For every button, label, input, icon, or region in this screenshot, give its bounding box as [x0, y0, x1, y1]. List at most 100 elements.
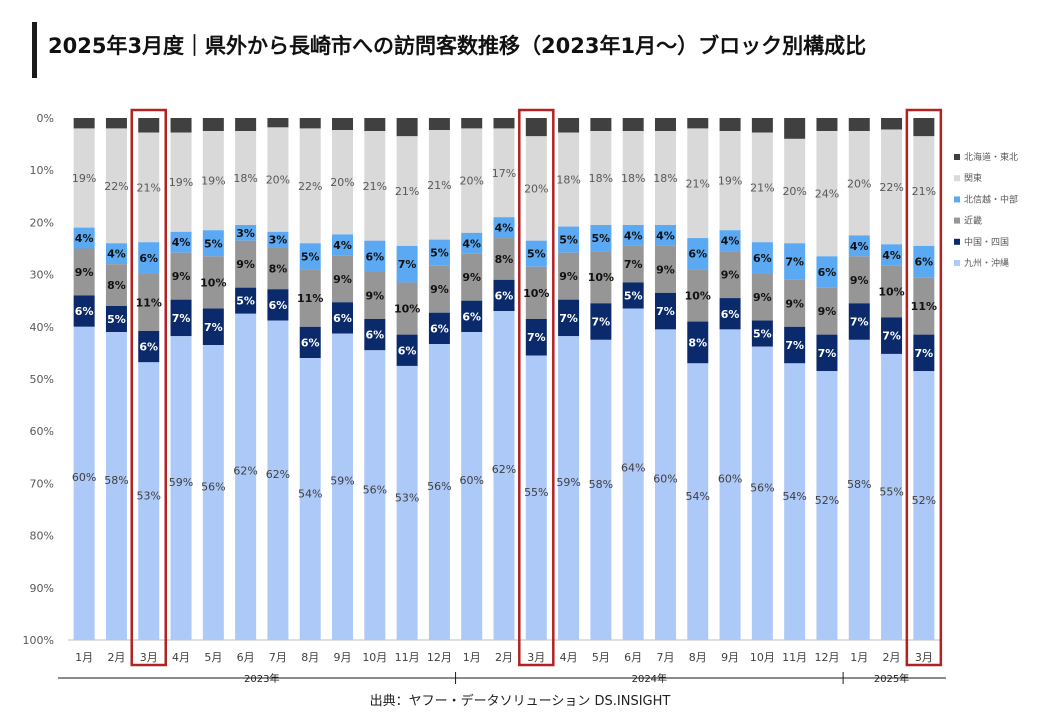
bar-segment — [461, 232, 483, 254]
bar-segment — [784, 363, 806, 640]
legend-label: 北海道・東北 — [964, 151, 1018, 163]
data-label: 3% — [236, 227, 255, 240]
bar-segment — [493, 279, 515, 312]
data-label: 7% — [527, 331, 546, 344]
year-label: 2023年 — [244, 672, 279, 685]
chart-title: 2025年3月度｜県外から長崎市への訪問客数推移（2023年1月〜）ブロック別構… — [48, 34, 867, 58]
data-label: 22% — [104, 180, 128, 193]
bar-segment — [751, 346, 773, 640]
bar-segment — [881, 244, 903, 266]
x-tick-label: 1月 — [75, 651, 93, 664]
bar-segment — [622, 245, 644, 283]
data-label: 6% — [301, 336, 320, 349]
data-label: 4% — [75, 232, 94, 245]
data-label: 6% — [495, 289, 514, 302]
bar-segment — [170, 132, 192, 232]
legend-label: 九州・沖縄 — [964, 257, 1009, 269]
bar-segment — [170, 252, 192, 300]
source-note: 出典：ヤフー・データソリューション DS.INSIGHT — [369, 694, 671, 709]
y-tick-label: 30% — [30, 269, 54, 282]
x-tick-label: 10月 — [750, 651, 775, 664]
data-label: 21% — [137, 181, 161, 194]
data-label: 7% — [882, 330, 901, 343]
bar-segment — [364, 271, 386, 319]
bar-segment — [428, 239, 450, 266]
data-label: 58% — [847, 478, 871, 491]
bar-segment — [235, 225, 257, 241]
x-tick-label: 7月 — [269, 651, 287, 664]
bar-segment — [816, 371, 838, 640]
data-label: 62% — [266, 468, 290, 481]
bar-segment — [202, 345, 224, 640]
bar-segment — [622, 308, 644, 640]
data-label: 20% — [266, 174, 290, 187]
bar-segment — [848, 339, 870, 640]
bar-segment — [590, 339, 612, 640]
data-label: 9% — [462, 271, 481, 284]
highlight-box — [130, 108, 167, 667]
data-label: 5% — [624, 289, 643, 302]
bar-segment — [138, 118, 160, 133]
x-tick-label: 8月 — [689, 651, 707, 664]
bar-segment — [267, 247, 289, 290]
y-tick-label: 20% — [30, 216, 54, 229]
bar-segment — [654, 225, 676, 246]
bar-segment — [622, 131, 644, 226]
x-tick-label: 12月 — [814, 651, 839, 664]
bar-segment — [687, 118, 709, 129]
bar-segment — [525, 136, 547, 241]
bar-segment — [332, 302, 354, 334]
x-tick-label: 11月 — [782, 651, 807, 664]
bar-segment — [396, 136, 418, 246]
bar-segment — [170, 118, 192, 133]
bar-segment — [364, 350, 386, 640]
bar-segment — [751, 132, 773, 243]
data-label: 20% — [782, 185, 806, 198]
bar-segment — [105, 118, 127, 129]
bar-segment — [138, 132, 160, 243]
data-label: 7% — [656, 305, 675, 318]
data-label: 56% — [201, 481, 225, 494]
bar-segment — [299, 243, 321, 270]
bar-segment — [202, 308, 224, 346]
data-label: 6% — [688, 248, 707, 261]
bar-segment — [235, 240, 257, 288]
x-tick-label: 11月 — [395, 651, 420, 664]
bar-segment — [428, 130, 450, 240]
data-label: 18% — [653, 172, 677, 185]
bar-segment — [364, 131, 386, 241]
bar-segment — [364, 118, 386, 132]
bar-segment — [299, 326, 321, 359]
bar-segment — [687, 269, 709, 322]
data-label: 55% — [879, 485, 903, 498]
bar-segment — [913, 371, 935, 640]
bar-segment — [525, 355, 547, 640]
bar-segment — [525, 318, 547, 356]
y-tick-label: 70% — [30, 477, 54, 490]
bar-segment — [751, 118, 773, 133]
x-tick-label: 4月 — [172, 651, 190, 664]
bar-segment — [816, 287, 838, 335]
bar-segment — [719, 118, 741, 132]
bar-segment — [267, 118, 289, 128]
data-label: 9% — [333, 273, 352, 286]
bar-segment — [73, 118, 95, 129]
data-label: 62% — [233, 464, 257, 477]
data-label: 10% — [685, 289, 711, 302]
bar-segment — [332, 333, 354, 640]
bar-segment — [816, 118, 838, 132]
bar-segment — [719, 329, 741, 640]
bar-segment — [267, 231, 289, 248]
bar-segment — [719, 131, 741, 231]
bar-segment — [428, 344, 450, 640]
data-label: 58% — [589, 478, 613, 491]
data-label: 7% — [204, 321, 223, 334]
data-label: 9% — [850, 274, 869, 287]
bar-segment — [461, 253, 483, 301]
bar-segment — [202, 230, 224, 257]
data-label: 18% — [556, 174, 580, 187]
data-label: 9% — [753, 291, 772, 304]
data-label: 18% — [589, 172, 613, 185]
bar-segment — [364, 318, 386, 351]
